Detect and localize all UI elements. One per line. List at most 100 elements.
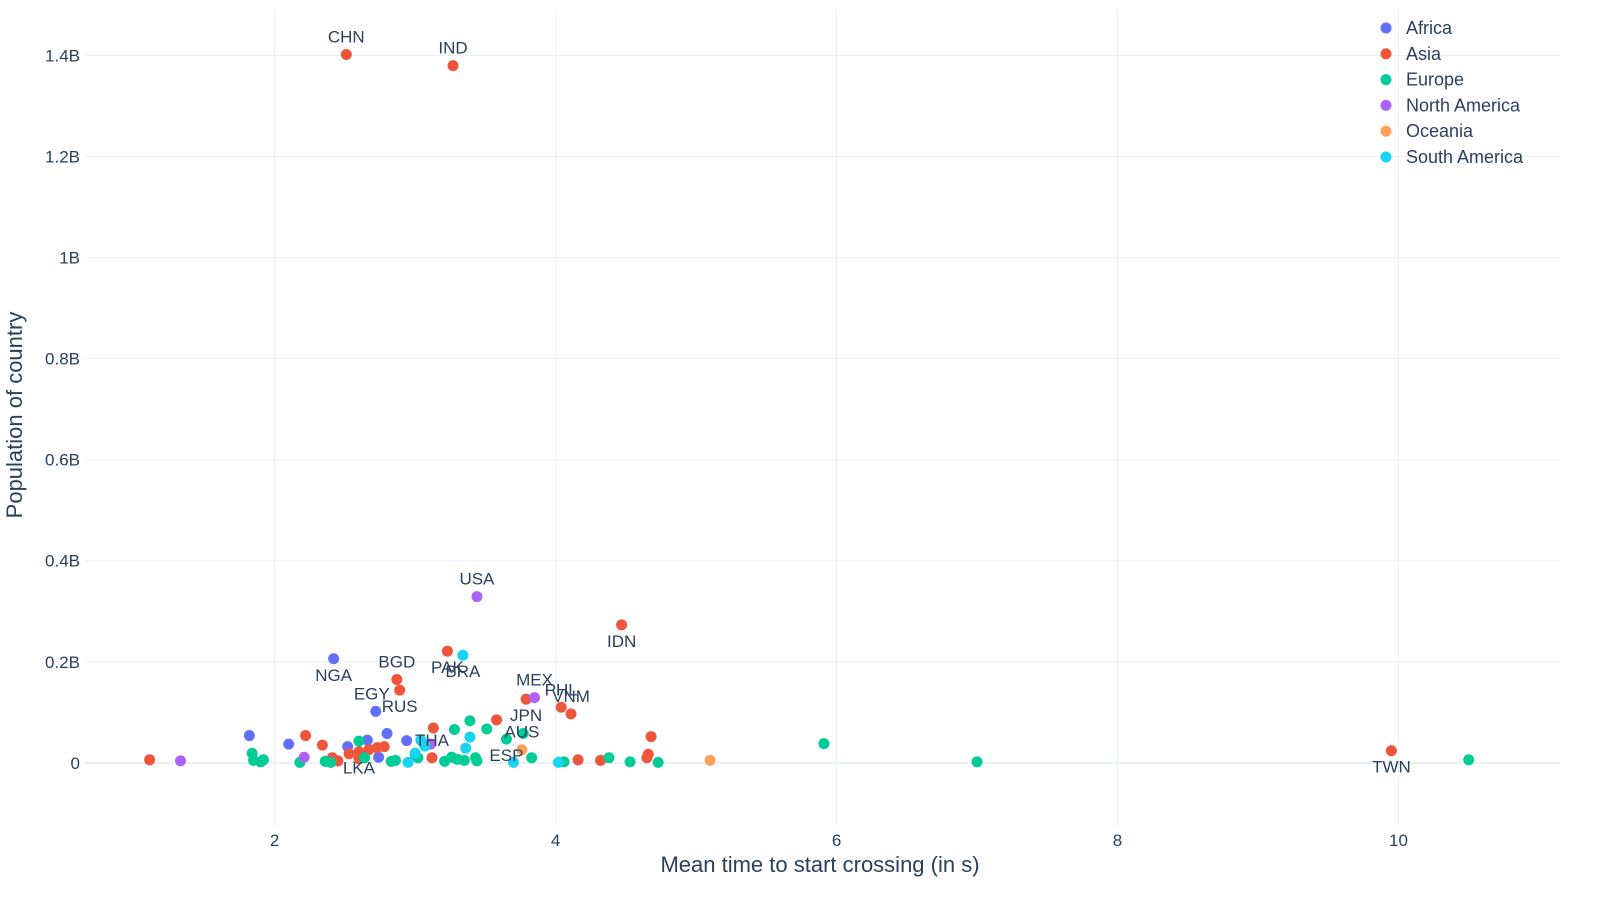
point-label: IND (438, 39, 467, 58)
legend-item[interactable]: North America (1380, 95, 1522, 115)
legend-item[interactable]: South America (1380, 147, 1525, 167)
y-axis-title: Population of country (2, 312, 27, 519)
data-point[interactable] (460, 742, 472, 754)
data-point[interactable] (552, 756, 564, 768)
legend-label: Africa (1406, 18, 1453, 38)
data-point[interactable] (471, 755, 483, 767)
data-point[interactable] (409, 747, 421, 759)
data-point[interactable] (971, 756, 983, 768)
data-point[interactable] (624, 756, 636, 768)
y-tick-label: 1B (59, 249, 80, 268)
data-point[interactable] (363, 744, 375, 756)
data-point[interactable] (340, 48, 352, 60)
data-point[interactable] (447, 60, 459, 72)
legend[interactable]: Africa Asia Europe North America Oceania Sout… (1380, 18, 1525, 167)
data-point[interactable] (526, 752, 538, 764)
data-point[interactable] (1463, 754, 1475, 766)
data-point[interactable] (401, 735, 413, 747)
legend-label: North America (1406, 95, 1521, 115)
data-point[interactable] (448, 723, 460, 735)
data-point[interactable] (328, 653, 340, 665)
data-point[interactable] (529, 692, 541, 704)
point-label: LKA (343, 759, 376, 778)
point-label: JPN (510, 706, 542, 725)
y-tick-label: 1.4B (45, 46, 80, 65)
data-point[interactable] (144, 754, 156, 766)
data-point[interactable] (595, 754, 607, 766)
point-label: NGA (315, 666, 353, 685)
data-point[interactable] (457, 649, 469, 661)
data-point[interactable] (616, 619, 628, 631)
data-point[interactable] (283, 738, 295, 750)
data-point[interactable] (343, 748, 355, 760)
legend-item[interactable]: Asia (1380, 44, 1443, 64)
data-point[interactable] (565, 708, 577, 720)
data-point[interactable] (427, 722, 439, 734)
data-point[interactable] (316, 739, 328, 751)
data-point[interactable] (507, 756, 519, 768)
data-point[interactable] (426, 752, 438, 764)
data-point[interactable] (394, 684, 406, 696)
data-point[interactable] (471, 591, 483, 603)
point-label: USA (459, 570, 495, 589)
data-point[interactable] (704, 754, 716, 766)
data-point[interactable] (175, 755, 187, 767)
x-tick-label: 8 (1113, 831, 1122, 850)
data-point[interactable] (818, 738, 830, 750)
y-tick-label: 0.2B (45, 653, 80, 672)
data-point[interactable] (516, 744, 528, 756)
point-label: IDN (607, 632, 636, 651)
legend-item[interactable]: Europe (1380, 70, 1465, 90)
data-point[interactable] (298, 751, 310, 763)
legend-label: Europe (1406, 70, 1464, 90)
point-label: BRA (445, 662, 481, 681)
tick-labels: 2 4 6 8 10 0 0.2B 0.4B 0.6B 0.8B 1B 1.2B 1.4B (45, 46, 1408, 850)
data-point[interactable] (325, 756, 337, 768)
legend-item[interactable]: Oceania (1380, 121, 1475, 141)
data-point[interactable] (652, 756, 664, 768)
y-tick-label: 0.6B (45, 451, 80, 470)
data-point[interactable] (378, 741, 390, 753)
data-point[interactable] (370, 705, 382, 717)
data-point[interactable] (517, 728, 529, 740)
point-label: THA (415, 731, 450, 750)
data-point[interactable] (555, 701, 567, 713)
data-points[interactable] (144, 48, 1475, 768)
data-point[interactable] (603, 752, 615, 764)
point-label: AUS (504, 723, 539, 742)
data-point[interactable] (645, 731, 657, 743)
data-point[interactable] (520, 693, 532, 705)
y-tick-label: 0 (71, 754, 80, 773)
data-point[interactable] (1385, 745, 1397, 757)
x-tick-label: 10 (1389, 831, 1408, 850)
data-point[interactable] (402, 756, 414, 768)
data-point[interactable] (257, 754, 269, 766)
data-point[interactable] (441, 645, 453, 657)
point-label: ESP (489, 746, 523, 765)
x-tick-label: 6 (832, 831, 841, 850)
x-axis-title: Mean time to start crossing (in s) (660, 852, 979, 877)
legend-item[interactable]: Africa (1380, 18, 1454, 38)
data-point[interactable] (481, 723, 493, 735)
data-point[interactable] (381, 728, 393, 740)
data-point[interactable] (389, 754, 401, 766)
data-point[interactable] (419, 740, 431, 752)
data-point[interactable] (300, 730, 312, 742)
data-point[interactable] (464, 731, 476, 743)
data-point[interactable] (243, 730, 255, 742)
point-label: MEX (516, 671, 553, 690)
data-point[interactable] (391, 673, 403, 685)
data-point[interactable] (500, 733, 512, 745)
data-point[interactable] (373, 751, 385, 763)
data-point[interactable] (572, 754, 584, 766)
point-label: PHL (545, 680, 578, 699)
x-tick-label: 4 (551, 831, 560, 850)
data-point[interactable] (361, 734, 373, 746)
data-point[interactable] (353, 735, 365, 747)
data-point[interactable] (458, 754, 470, 766)
data-point[interactable] (464, 715, 476, 727)
data-point[interactable] (642, 748, 654, 760)
data-point[interactable] (491, 714, 503, 726)
legend-marker (1380, 151, 1392, 163)
data-point[interactable] (359, 752, 371, 764)
